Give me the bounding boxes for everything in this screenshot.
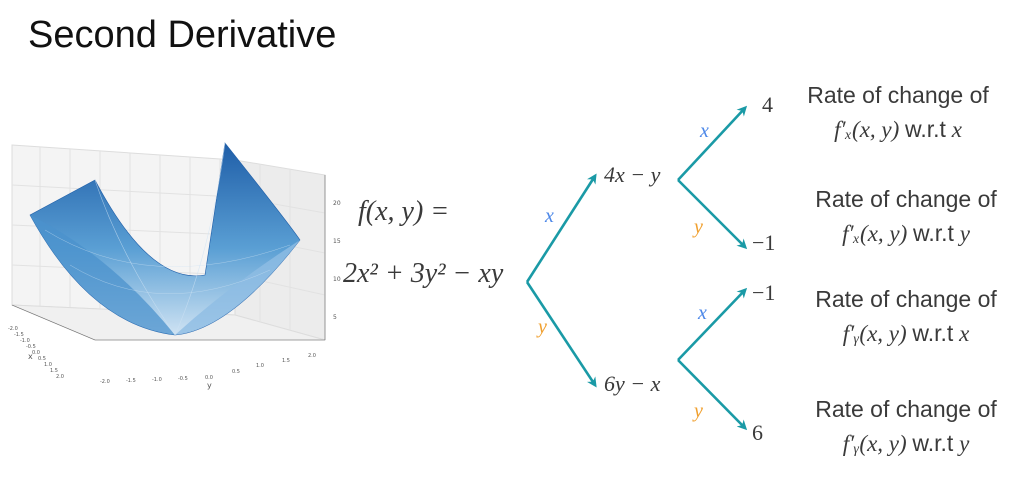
z-tick: 5 xyxy=(333,314,337,321)
description-text: Rate of change of xyxy=(815,186,997,212)
y-tick: 0.0 xyxy=(205,375,213,381)
description-variable: x xyxy=(951,117,962,142)
first-derivative-fx: 4x − y xyxy=(604,162,661,187)
description-fxx: Rate of change of f′ₓ(x, y) w.r.t x xyxy=(790,78,1006,147)
y-tick: 1.5 xyxy=(282,358,290,364)
paraboloid-surface xyxy=(29,142,301,336)
description-text: Rate of change of xyxy=(815,396,997,422)
second-derivative-fyx-value: −1 xyxy=(752,280,776,305)
description-variable: y xyxy=(959,431,970,456)
x-tick: -1.5 xyxy=(14,332,24,338)
y-tick: 0.5 xyxy=(232,369,240,375)
y-axis-label: y xyxy=(207,381,212,390)
first-derivative-fy: 6y − x xyxy=(604,371,661,396)
y-axis-ticks: -2.0 -1.5 -1.0 -0.5 0.0 0.5 1.0 1.5 2.0 … xyxy=(100,353,316,390)
surface-plot: 20 15 10 5 -2.0 -1.5 -1.0 -0.5 0.0 0.5 1… xyxy=(8,142,341,390)
x-tick: -1.0 xyxy=(20,338,30,344)
y-tick: -1.0 xyxy=(152,377,162,383)
description-text: Rate of change of xyxy=(815,286,997,312)
description-fxy: Rate of change of f′ₓ(x, y) w.r.t y xyxy=(798,182,1014,251)
x-tick: -2.0 xyxy=(8,326,18,332)
arrow-fxy xyxy=(677,179,748,250)
description-text: Rate of change of xyxy=(807,82,989,108)
branch-label-x: x xyxy=(545,205,554,227)
z-axis-ticks: 20 15 10 5 xyxy=(333,200,341,321)
branch-label-y: y xyxy=(694,400,703,422)
description-wrt: w.r.t xyxy=(912,320,954,346)
y-tick: 1.0 xyxy=(256,363,264,369)
description-wrt: w.r.t xyxy=(905,116,946,142)
description-function: f′ᵧ(x, y) xyxy=(842,321,907,346)
arrow-fxx xyxy=(677,105,748,181)
branch-label-y: y xyxy=(694,216,703,238)
function-expression: 2x² + 3y² − xy xyxy=(343,258,504,289)
second-derivative-fyy-value: 6 xyxy=(752,420,763,445)
arrow-fyy xyxy=(677,359,748,431)
description-fyx: Rate of change of f′ᵧ(x, y) w.r.t x xyxy=(798,282,1014,351)
description-wrt: w.r.t xyxy=(912,430,954,456)
x-tick: 2.0 xyxy=(56,374,64,380)
arrow-to-fx xyxy=(525,173,597,283)
description-wrt: w.r.t xyxy=(913,220,954,246)
page-title: Second Derivative xyxy=(28,14,337,56)
second-derivative-fxx-value: 4 xyxy=(762,92,773,117)
x-tick: 1.0 xyxy=(44,362,52,368)
description-function: f′ᵧ(x, y) xyxy=(842,431,907,456)
description-variable: x xyxy=(959,321,970,346)
description-function: f′ₓ(x, y) xyxy=(834,117,900,142)
x-axis-ticks: -2.0 -1.5 -1.0 -0.5 0.0 0.5 1.0 1.5 2.0 … xyxy=(8,326,64,380)
y-tick: 2.0 xyxy=(308,353,316,359)
z-tick: 10 xyxy=(333,276,341,283)
x-tick: -0.5 xyxy=(26,344,36,350)
description-function: f′ₓ(x, y) xyxy=(842,221,908,246)
arrow-fyx xyxy=(677,287,748,361)
description-fyy: Rate of change of f′ᵧ(x, y) w.r.t y xyxy=(798,392,1014,461)
x-tick: 0.0 xyxy=(32,350,40,356)
second-derivative-fxy-value: −1 xyxy=(752,230,776,255)
y-tick: -1.5 xyxy=(126,378,136,384)
x-axis-label: x xyxy=(28,352,33,361)
branch-label-x: x xyxy=(700,120,709,142)
arrow-to-fy xyxy=(525,281,597,388)
plot-axes xyxy=(11,175,326,341)
description-variable: y xyxy=(959,221,970,246)
y-tick: -0.5 xyxy=(178,376,188,382)
branch-label-x: x xyxy=(698,302,707,324)
x-tick: 0.5 xyxy=(38,356,46,362)
z-tick: 15 xyxy=(333,238,341,245)
y-tick: -2.0 xyxy=(100,379,110,385)
x-tick: 1.5 xyxy=(50,368,58,374)
z-tick: 20 xyxy=(333,200,341,207)
branch-label-y: y xyxy=(538,316,547,338)
function-definition: f(x, y) = xyxy=(358,196,450,227)
